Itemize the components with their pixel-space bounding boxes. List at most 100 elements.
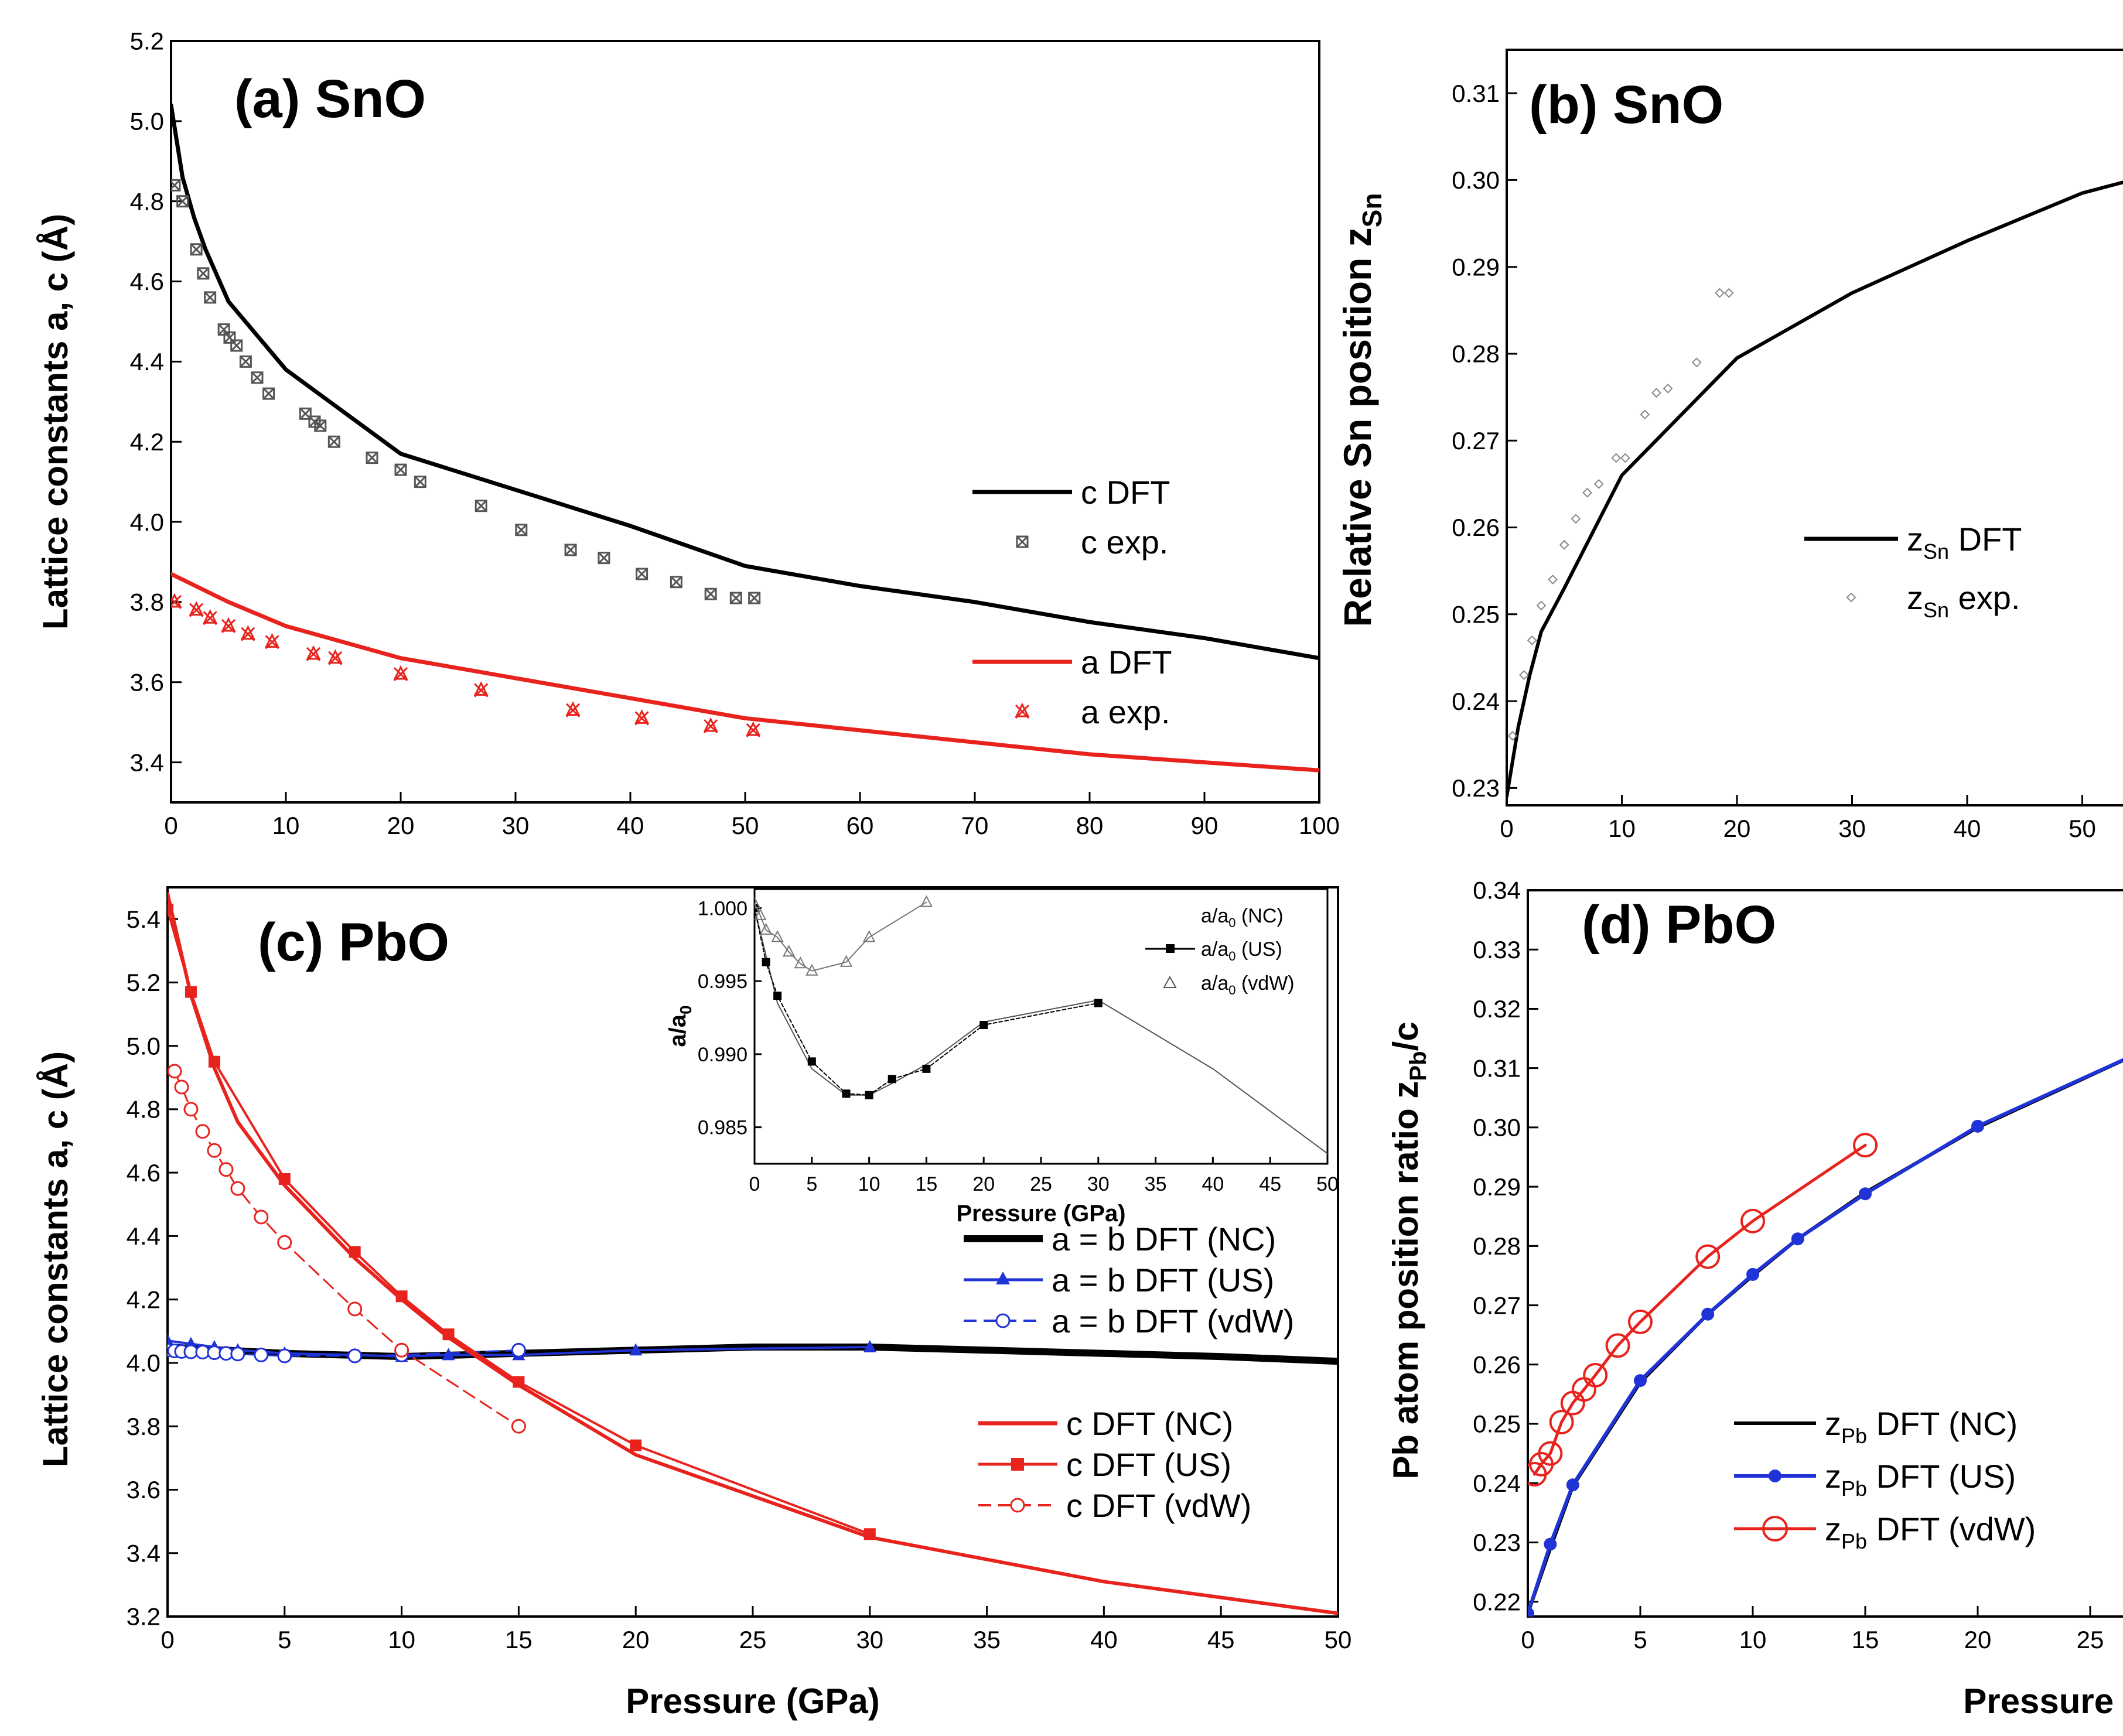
x-tick-label: 20 xyxy=(1723,815,1751,842)
y-tick-label: 4.0 xyxy=(127,1349,161,1377)
y-axis-label-d-suffix: /c xyxy=(1386,1021,1425,1051)
x-tick-label: 50 xyxy=(1325,1626,1352,1653)
x-tick-label: 20 xyxy=(387,812,415,839)
x-tick-label: 100 xyxy=(1299,812,1340,839)
legend-label-a-exp: a exp. xyxy=(1081,693,1170,730)
series-z-dft-vdw-point xyxy=(1549,1409,1574,1434)
axis-ticks-b: 01020304050607080901000.230.240.250.260.… xyxy=(1452,80,2096,842)
x-tick-label: 10 xyxy=(1739,1626,1767,1653)
series-c-exp-point-cross xyxy=(204,291,216,303)
series-a-a-vdw-point xyxy=(759,922,773,935)
series-a-b-dft-vdw-point xyxy=(347,1348,363,1363)
y-tick-label: 4.4 xyxy=(130,348,164,375)
panel-title-c: (c) PbO xyxy=(258,913,449,972)
legend-d: zPb DFT (NC) zPb DFT (US) zPb DFT (vdW) xyxy=(1734,1405,2036,1553)
inset-y-axis-label: a/a0 xyxy=(665,1005,695,1047)
x-tick-label: 25 xyxy=(739,1626,767,1653)
inset-legend-label-nc: a/a0 (NC) xyxy=(1201,905,1284,930)
series-z-dft-us-point xyxy=(1746,1267,1759,1281)
series-c-exp-point-box xyxy=(251,371,264,384)
series-z-dft-us-point xyxy=(1566,1478,1579,1492)
series-a-exp-point xyxy=(473,681,489,698)
y-tick-label: 4.0 xyxy=(130,508,164,536)
x-tick-label: 15 xyxy=(505,1626,533,1653)
series-c-exp-point-cross xyxy=(705,588,717,600)
y-tick-label: 0.31 xyxy=(1452,80,1500,107)
x-axis-label-d: Pressure (GPa) xyxy=(1963,1682,2123,1721)
x-tick-label: 70 xyxy=(961,812,989,839)
y-tick-label: 0.22 xyxy=(1473,1588,1521,1615)
legend-label-z-dft-b: zSn DFT xyxy=(1907,521,2022,563)
x-tick-label: 40 xyxy=(1954,815,1981,842)
inset-axis-ticks: 0 5 10 15 20 25 30 35 40 45 50 0.985 0.990 0.995 1.000 xyxy=(698,897,1339,1195)
series-c-exp-point-box xyxy=(704,587,717,600)
plot-frame-d xyxy=(1527,889,2123,1618)
y-tick-label: 0.30 xyxy=(1473,1114,1521,1142)
panel-title-d: (d) PbO xyxy=(1582,895,1776,955)
series-c-exp-point-cross xyxy=(636,568,648,580)
series-z-dft-us-point xyxy=(1701,1307,1715,1321)
series-c-exp-point xyxy=(748,592,761,604)
series-group-d xyxy=(1528,1058,2123,1617)
series-a-exp-point xyxy=(189,601,204,617)
series-c-exp-point-cross xyxy=(171,179,180,192)
series-c-exp-point-cross xyxy=(262,388,275,400)
series-c-exp-point xyxy=(366,452,378,464)
series-c-dft-us-point xyxy=(513,1376,525,1388)
series-a-exp-point xyxy=(327,649,343,665)
series-a-b-dft-vdw-point xyxy=(511,1342,526,1358)
series-c-exp-point-cross xyxy=(197,267,209,279)
legend-rest-b: exp. xyxy=(1949,579,2020,616)
series-c-exp-point-box xyxy=(262,387,275,400)
leg-d-us-suffix: DFT (US) xyxy=(1867,1458,2016,1495)
x-tick-label: 45 xyxy=(1259,1173,1281,1195)
x-tick-label: 0 xyxy=(164,812,178,839)
y-tick-label: 4.2 xyxy=(130,428,164,456)
series-c-exp-point-cross xyxy=(414,476,426,488)
legend-marker-c-vdw xyxy=(1010,1498,1025,1513)
series-a-exp-point xyxy=(221,617,236,634)
y-tick-label: 5.2 xyxy=(127,969,161,996)
y-tick-label: 4.6 xyxy=(130,268,164,295)
x-tick-label: 0 xyxy=(749,1173,760,1195)
series-c-dft-line xyxy=(171,102,1319,661)
series-c-exp-point-cross xyxy=(515,524,527,536)
y-tick-label: 0.985 xyxy=(698,1117,748,1139)
x-tick-label: 0 xyxy=(1500,815,1513,842)
inset-leg-nc-suffix: (NC) xyxy=(1236,905,1284,927)
legend-marker-ab-vdw xyxy=(995,1313,1011,1328)
series-c-dft-vdw-point xyxy=(230,1181,245,1196)
series-c-dft-vdw-point xyxy=(219,1162,234,1177)
inset-legend-label-us: a/a0 (US) xyxy=(1201,938,1282,963)
y-tick-label: 3.2 xyxy=(127,1603,161,1631)
series-c-dft-vdw-point xyxy=(254,1209,269,1225)
y-tick-label: 3.8 xyxy=(130,589,164,616)
series-c-exp-point-box xyxy=(598,552,610,565)
series-a-exp-point xyxy=(746,721,761,737)
series-c-exp-point xyxy=(670,576,682,589)
inset-leg-us-a: a/a xyxy=(1201,938,1228,961)
x-tick-label: 80 xyxy=(1076,812,1104,839)
series-z-dft-us-point xyxy=(1791,1232,1804,1246)
series-z-exp-point xyxy=(1691,357,1702,368)
y-tick-label: 3.6 xyxy=(127,1476,161,1503)
legend-label-z-exp-b: zSn exp. xyxy=(1907,579,2020,622)
series-c-dft-vdw-line xyxy=(173,1070,520,1427)
series-z-exp-point xyxy=(1663,383,1673,394)
series-z-dft-us-point xyxy=(1528,1607,1534,1617)
panel-d: (d) PbO 051015202530354045500.220.230.24… xyxy=(1386,877,2123,1721)
x-tick-label: 40 xyxy=(617,812,644,839)
series-a-b-dft-vdw-point xyxy=(254,1347,269,1362)
x-axis-label-c: Pressure (GPa) xyxy=(626,1682,880,1721)
series-c-dft-vdw-point xyxy=(511,1419,526,1434)
axis-ticks-d: 051015202530354045500.220.230.240.250.26… xyxy=(1473,877,2104,1653)
series-c-exp-point-cross xyxy=(475,500,487,512)
series-c-exp-point xyxy=(176,195,189,208)
series-c-exp-point-box xyxy=(204,291,217,304)
series-c-exp-point-box xyxy=(636,568,648,580)
legend-a: c DFT c exp. a DFT a exp. xyxy=(972,474,1172,730)
series-a-exp-point xyxy=(703,717,718,734)
x-tick-label: 0 xyxy=(161,1626,174,1653)
x-tick-label: 10 xyxy=(272,812,300,839)
y-tick-label: 0.33 xyxy=(1473,936,1521,963)
